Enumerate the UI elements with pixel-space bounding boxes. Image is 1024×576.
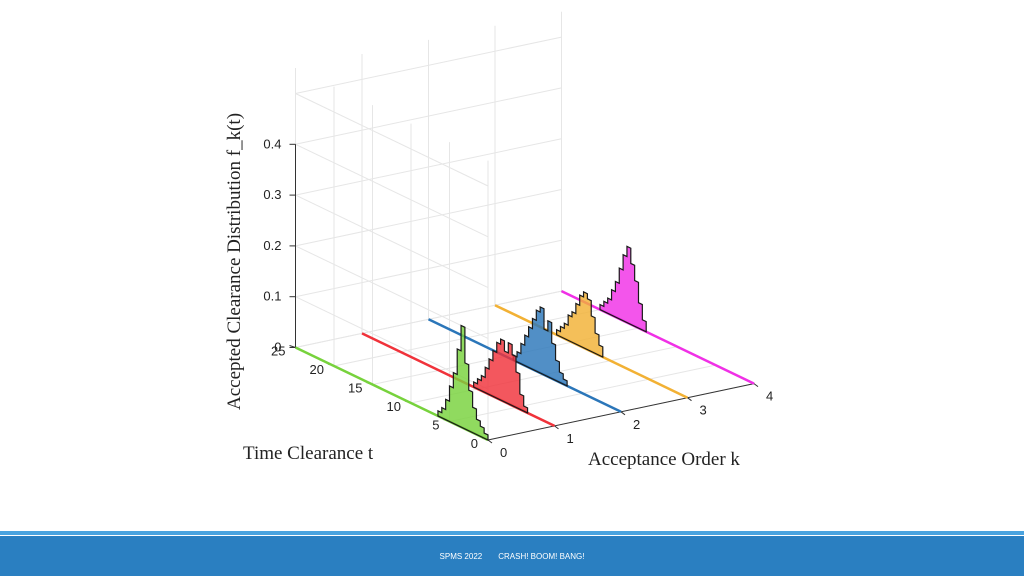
t-tick-label: 10 xyxy=(387,399,401,414)
k-tick-label: 1 xyxy=(567,431,574,446)
z-tick-label: 0.2 xyxy=(263,238,281,253)
series-baseline-k-4 xyxy=(560,289,755,385)
histogram-k-4 xyxy=(599,245,647,333)
footer: SPMS 2022 CRASH! BOOM! BANG! xyxy=(0,536,1024,576)
footer-event: SPMS 2022 xyxy=(439,551,483,561)
z-tick-label: 0.3 xyxy=(263,187,281,202)
series-k-4 xyxy=(560,245,755,385)
t-tick-label: 20 xyxy=(310,362,324,377)
back-wall-grid-line xyxy=(295,239,562,298)
y-axis-label: Time Clearance t xyxy=(243,443,374,464)
z-tick-label: 0.1 xyxy=(263,289,281,304)
series-k-3 xyxy=(494,290,689,399)
t-tick-label: 25 xyxy=(271,344,285,359)
x-axis-label: Acceptance Order k xyxy=(588,449,740,470)
footer-accent-line xyxy=(0,531,1024,535)
k-tick xyxy=(487,439,493,444)
t-tick-label: 5 xyxy=(432,418,439,433)
back-wall-grid-line xyxy=(295,36,562,94)
z-tick-label: 0 xyxy=(274,340,281,355)
histogram-k-0 xyxy=(437,324,489,441)
k-tick xyxy=(753,383,759,388)
side-wall-grid-line xyxy=(295,194,489,289)
series-k-0 xyxy=(294,324,489,442)
z-axis-label-text: Accepted Clearance Distribution f_k(t) xyxy=(224,113,245,410)
series-layer xyxy=(294,245,755,442)
k-tick-label: 3 xyxy=(700,403,707,418)
k-tick-label: 2 xyxy=(633,417,640,432)
grid xyxy=(295,11,755,441)
t-tick-label: 15 xyxy=(348,381,362,396)
side-wall-grid-line xyxy=(295,93,489,187)
histogram-k-3 xyxy=(556,290,604,358)
histogram-k-2 xyxy=(512,305,568,387)
back-wall-grid-line xyxy=(295,138,562,196)
back-wall-grid-line xyxy=(295,87,562,145)
back-wall-grid-line xyxy=(295,189,562,247)
k-tick-label: 0 xyxy=(500,445,507,460)
side-wall-grid-line xyxy=(295,143,489,238)
k-tick xyxy=(554,425,559,430)
histogram-k-1 xyxy=(473,338,529,414)
footer-title: CRASH! BOOM! BANG! xyxy=(498,551,585,561)
k-tick xyxy=(687,397,692,402)
k-tick xyxy=(620,411,626,416)
z-axis-label: Accepted Clearance Distribution f_k(t) xyxy=(224,113,245,410)
t-tick-label: 0 xyxy=(471,436,478,451)
k-tick-label: 4 xyxy=(766,389,773,404)
side-wall-grid-line xyxy=(295,245,489,339)
z-tick-label: 0.4 xyxy=(263,136,281,151)
